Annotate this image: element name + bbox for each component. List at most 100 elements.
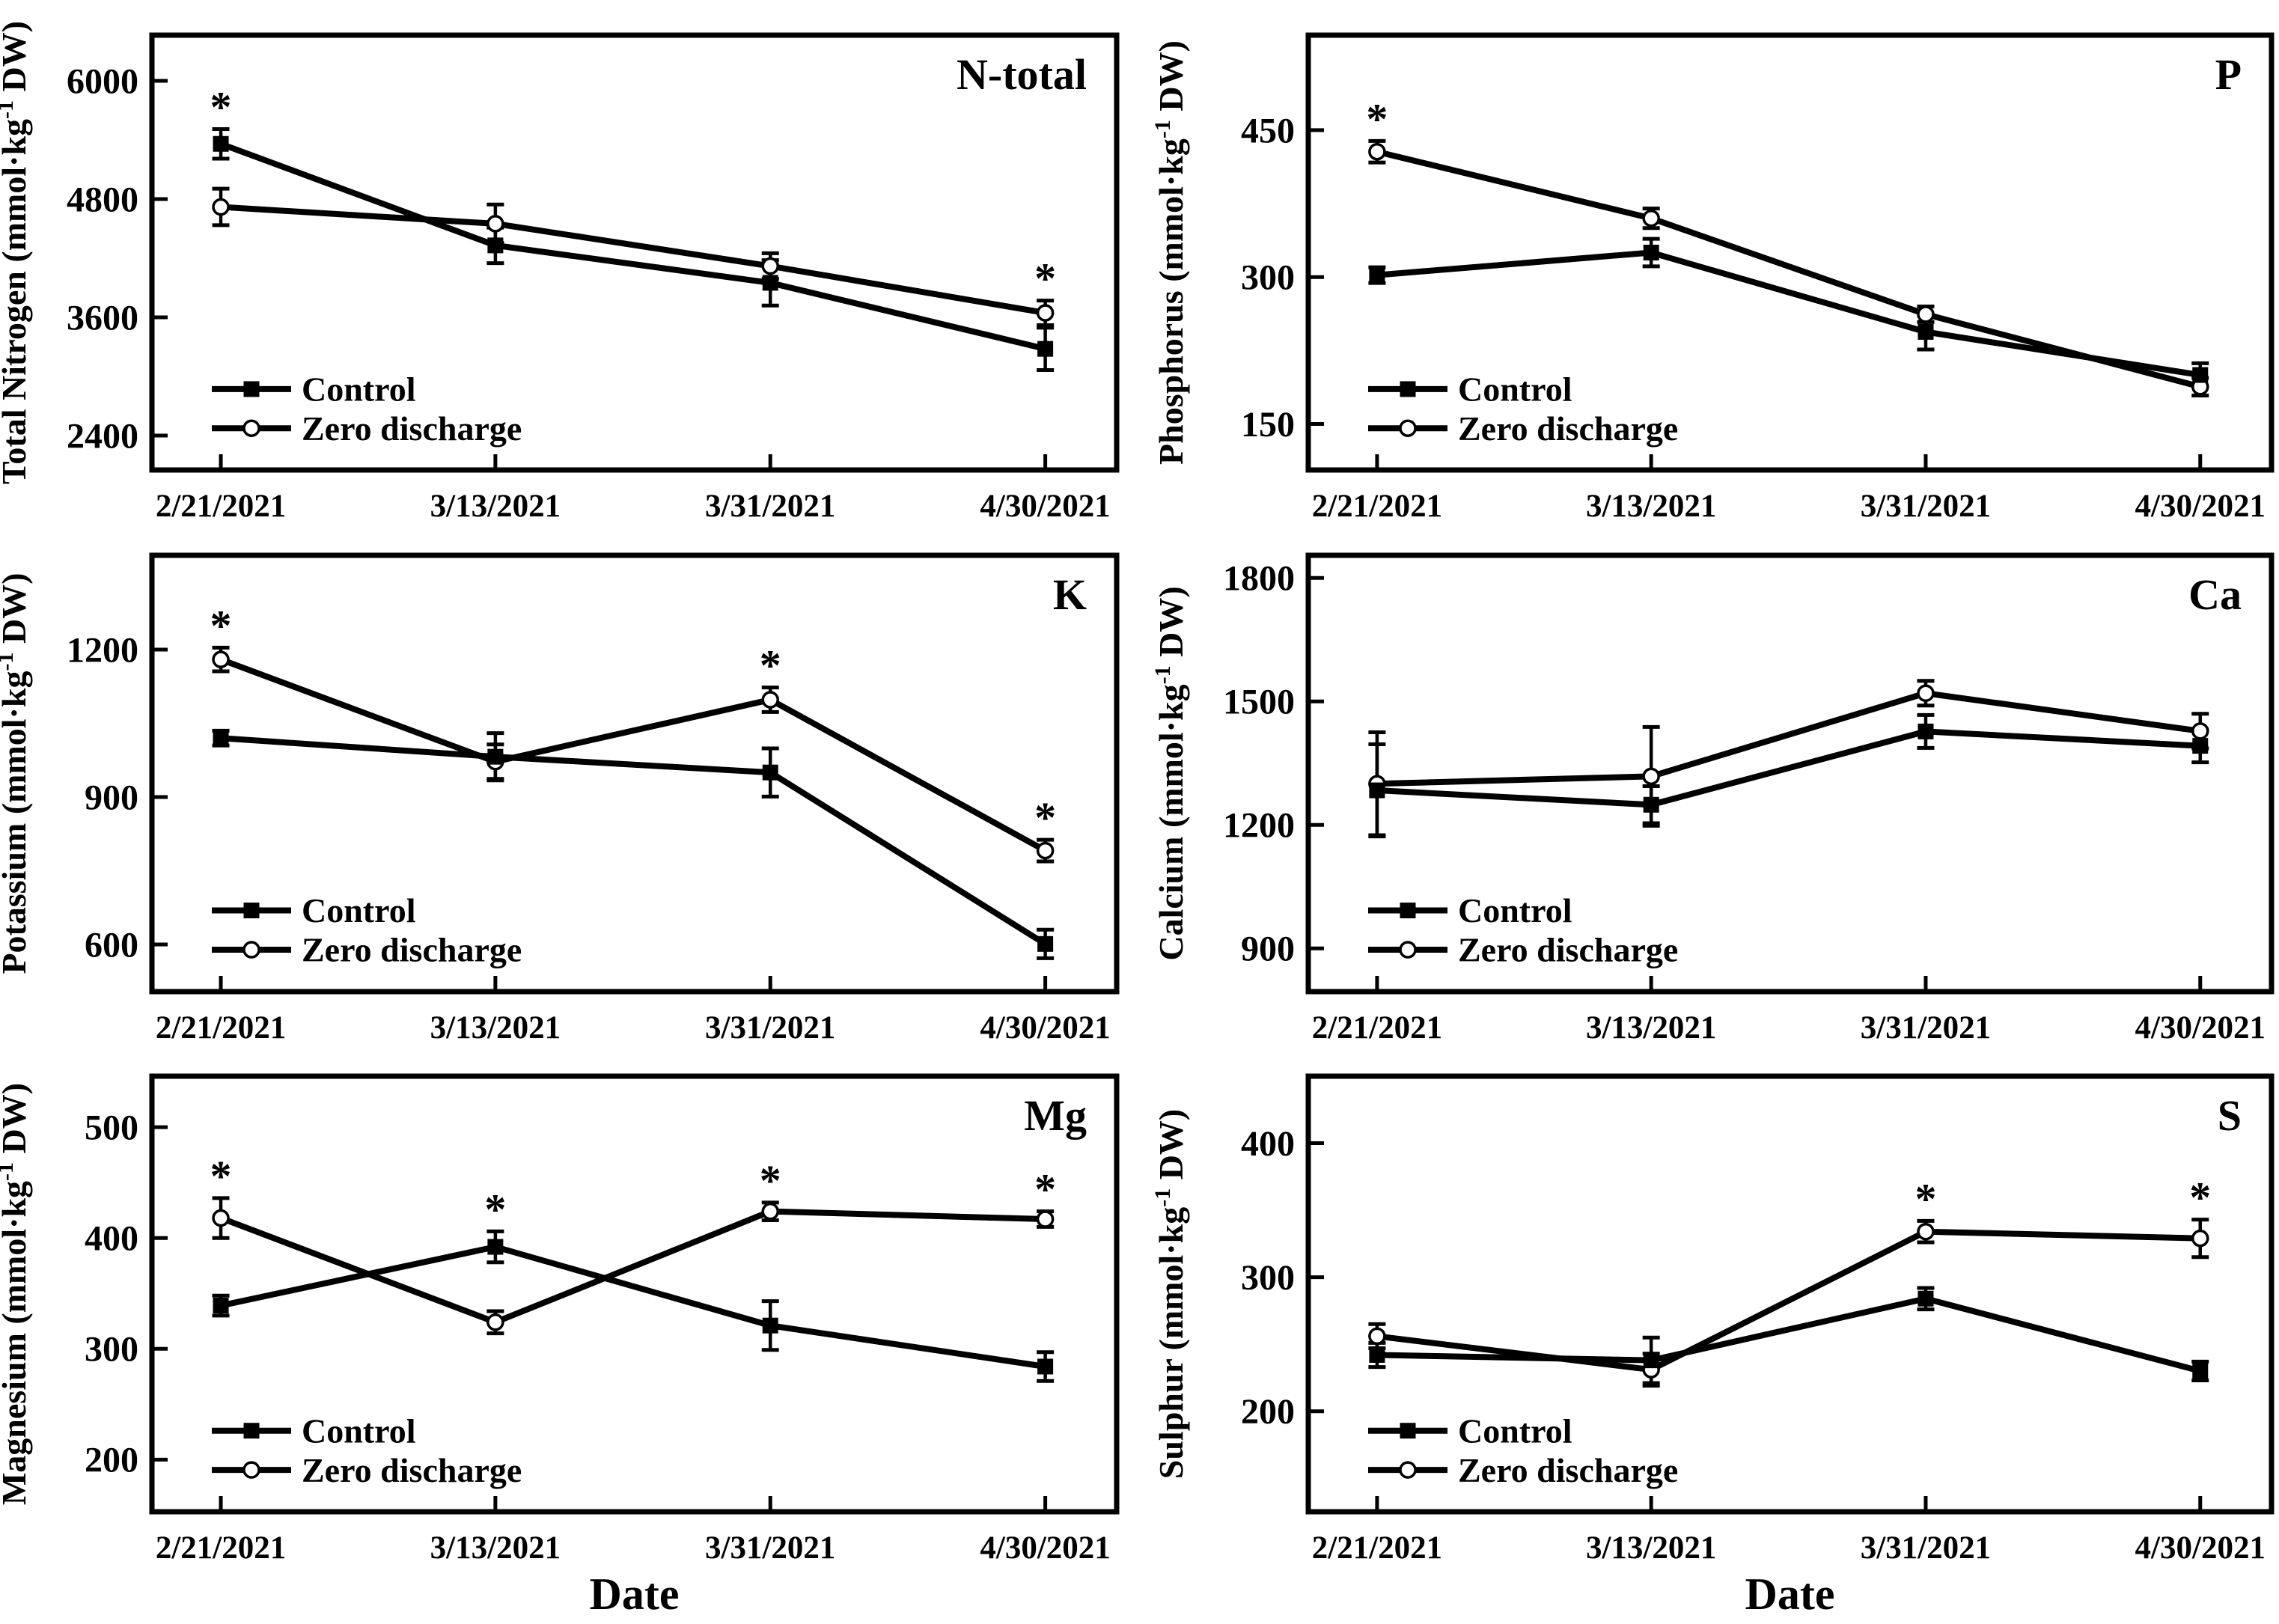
legend-zero-discharge-marker [1399, 419, 1417, 437]
series-line-control [220, 1243, 1046, 1370]
significance-asterisk: * [210, 82, 232, 131]
control-marker [213, 730, 229, 746]
zero-discharge-marker [1642, 209, 1660, 228]
y-tick-label: 300 [1241, 1258, 1295, 1298]
panel-title: K [1053, 570, 1087, 619]
series-line-control [1376, 728, 2200, 808]
legend-label: Control [302, 370, 416, 409]
y-tick-label: 4800 [67, 180, 138, 219]
y-axis-title: Magnesium (mmol·kg-1 DW) [0, 1083, 33, 1505]
y-axis-title: Potassium (mmol·kg-1 DW) [0, 573, 33, 974]
zero-discharge-marker [1642, 767, 1660, 786]
x-tick-label: 3/31/2021 [705, 1530, 835, 1566]
x-tick-label: 2/21/2021 [1312, 1530, 1442, 1566]
legend-label: Zero discharge [1458, 1451, 1678, 1489]
x-tick-label: 4/30/2021 [2135, 1010, 2266, 1045]
zero-discharge-marker [761, 1202, 779, 1221]
y-tick-label: 200 [85, 1441, 138, 1480]
x-tick-label: 3/13/2021 [430, 1530, 561, 1566]
plot-box [149, 552, 1120, 995]
x-tick-label: 3/31/2021 [705, 1010, 835, 1045]
legend-label: Zero discharge [302, 931, 522, 969]
series-line-zero-discharge [1376, 690, 2201, 787]
x-tick-label: 4/30/2021 [2135, 1530, 2266, 1566]
control-marker [213, 1298, 229, 1314]
zero-discharge-marker [1917, 305, 1935, 323]
x-tick-label: 2/21/2021 [156, 1010, 286, 1045]
control-marker [2192, 1363, 2209, 1379]
y-axis-title: Total Nitrogen (mmol·kg-1 DW) [0, 21, 33, 484]
x-tick-label: 4/30/2021 [980, 1010, 1110, 1045]
x-axis-title: Date [590, 1569, 680, 1619]
legend-zero-discharge-marker [1399, 941, 1417, 959]
x-tick-label: 4/30/2021 [980, 1530, 1110, 1566]
legend-label: Control [302, 891, 416, 929]
zero-discharge-marker [486, 1313, 504, 1331]
x-axis-title: Date [1745, 1569, 1835, 1619]
control-marker [762, 275, 778, 291]
panel-s: 200 300 400 2/21/2021 3/13/2021 3/31/2021 4/30… [1150, 1073, 2275, 1619]
x-tick-label: 3/13/2021 [1586, 1530, 1716, 1566]
y-tick-label: 900 [85, 778, 138, 817]
y-tick-label: 150 [1241, 405, 1295, 445]
legend-control-marker [1400, 1423, 1416, 1439]
legend-label: Zero discharge [302, 409, 522, 448]
significance-asterisk: * [1034, 793, 1056, 842]
y-tick-label: 1200 [67, 630, 138, 670]
plot-box [149, 32, 1120, 473]
x-tick-label: 2/21/2021 [1312, 1010, 1442, 1045]
y-axis-title: Calcium (mmol·kg-1 DW) [1150, 586, 1190, 960]
series-line-control [219, 141, 1046, 352]
significance-asterisk: * [1366, 94, 1388, 143]
legend-control-marker [1400, 381, 1416, 397]
x-tick-label: 4/30/2021 [2135, 489, 2266, 524]
y-tick-label: 1200 [1223, 806, 1295, 846]
panel-n-total: 2400 3600 4800 6000 2/21/2021 3/13/2021 3/31/2… [0, 21, 1120, 524]
y-axis-title: Phosphorus (mmol·kg-1 DW) [1150, 40, 1190, 465]
significance-asterisk: * [760, 1156, 781, 1205]
x-tick-label: 2/21/2021 [156, 489, 286, 524]
panel-title: P [2215, 50, 2242, 99]
zero-discharge-marker [1917, 1222, 1935, 1241]
x-tick-label: 3/31/2021 [1861, 489, 1991, 524]
panel-mg: 200 300 400 500 2/21/2021 3/13/2021 3/31/2021 4… [0, 1073, 1120, 1619]
legend-zero-discharge-marker [242, 1461, 260, 1479]
control-marker [2192, 367, 2209, 383]
legend-zero-discharge-marker [242, 419, 260, 437]
panel-ca: 900 1200 1500 1800 2/21/2021 3/13/2021 3/31/20… [1150, 552, 2275, 1045]
control-marker [762, 764, 778, 781]
significance-asterisk: * [1034, 1165, 1056, 1214]
control-marker [1369, 1346, 1385, 1363]
y-tick-label: 600 [85, 925, 138, 965]
plot-box [1305, 32, 2275, 473]
panel-p: 150 300 450 2/21/2021 3/13/2021 3/31/2021 4/30… [1150, 32, 2275, 524]
series-line-control [220, 735, 1047, 947]
y-tick-label: 300 [85, 1330, 138, 1370]
zero-discharge-marker [212, 198, 230, 216]
panel-title: Ca [2188, 570, 2242, 619]
x-tick-label: 3/13/2021 [430, 1010, 561, 1045]
series-line-zero-discharge [219, 656, 1047, 854]
series-line-zero-discharge [1376, 1228, 2200, 1373]
zero-discharge-marker [212, 1209, 230, 1227]
significance-asterisk: * [1034, 254, 1056, 303]
x-tick-label: 3/31/2021 [1861, 1530, 1991, 1566]
legend-label: Control [302, 1411, 416, 1450]
y-tick-label: 300 [1241, 258, 1295, 298]
legend-label: Control [1458, 370, 1572, 409]
legend-zero-discharge-marker [242, 941, 260, 959]
legend-label: Zero discharge [302, 1451, 522, 1489]
y-tick-label: 400 [85, 1219, 138, 1259]
legend-label: Control [1458, 891, 1572, 929]
panel-k: 600 900 1200 2/21/2021 3/13/2021 3/31/2021 4/3… [0, 552, 1120, 1045]
significance-asterisk: * [210, 1152, 232, 1200]
series-line-control [1376, 1295, 2201, 1374]
control-marker [487, 748, 504, 765]
series-line-zero-discharge [219, 1208, 1046, 1326]
legend-control-marker [243, 903, 260, 919]
panel-title: Mg [1024, 1091, 1087, 1140]
control-marker [213, 135, 229, 152]
legend-label: Zero discharge [1458, 409, 1678, 448]
zero-discharge-marker [486, 215, 504, 233]
significance-asterisk: * [210, 601, 232, 650]
